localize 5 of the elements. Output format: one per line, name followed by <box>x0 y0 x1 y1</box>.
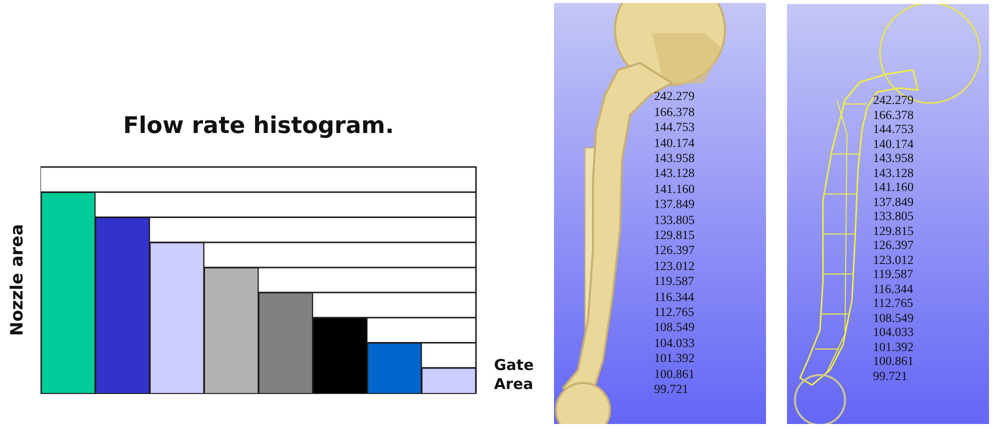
y-axis-title: Nozzle area <box>7 224 28 336</box>
chart-title: Flow rate histogram. <box>123 112 394 139</box>
text: 242.279 166.378 144.753 140.174 143.958 143.128 141.160 137.849 133.805 129.815 126.397 123.012 119.587 116.344 112.765 108.549 104.033 101.392 100.861 99.721 <box>873 93 914 383</box>
text: 242.279 166.378 144.753 140.174 143.958 143.128 141.160 137.849 133.805 129.815 126.397 123.012 119.587 116.344 112.765 108.549 104.033 101.392 100.861 99.721 <box>654 89 695 396</box>
text: Gate Area <box>494 356 534 393</box>
